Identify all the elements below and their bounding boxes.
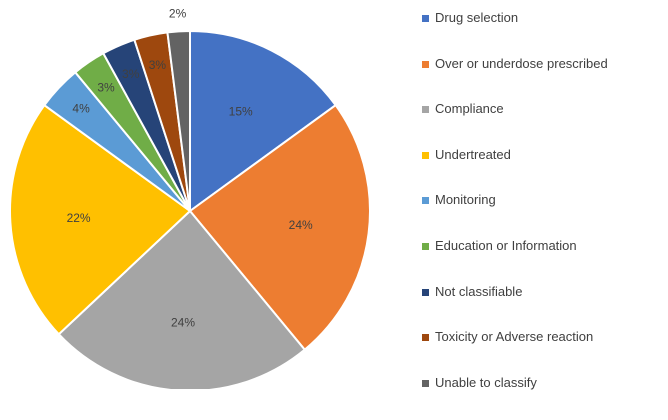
pie-slice-unable-to-classify xyxy=(166,29,191,212)
slice-label-drug-selection: 15% xyxy=(229,105,253,119)
pie-slice-drug-selection xyxy=(189,29,338,213)
legend-label: Compliance xyxy=(435,101,504,117)
legend-label: Drug selection xyxy=(435,10,519,25)
legend-item-over-or-underdose-prescribed: Over or underdose prescribed xyxy=(422,56,668,102)
legend-item-education-or-information: Education or Information xyxy=(422,238,668,284)
legend-swatch xyxy=(422,60,429,68)
legend-swatch xyxy=(422,288,429,296)
legend-item-monitoring: Monitoring xyxy=(422,192,668,238)
slice-labels: 15% 24% 24% 22% 4% 3% 3% 3% 2% xyxy=(67,6,313,329)
chart-legend: Drug selection Over or underdose prescrib… xyxy=(422,10,668,420)
legend-item-undertreated: Undertreated xyxy=(422,147,668,193)
legend-swatch xyxy=(422,197,429,205)
legend-label: Unable to classify xyxy=(435,374,537,390)
slice-label-undertreated: 22% xyxy=(67,211,91,225)
legend-item-toxicity-or-adverse-reaction: Toxicity or Adverse reaction xyxy=(422,329,668,375)
legend-label: Over or underdose prescribed xyxy=(435,55,608,71)
legend-swatch xyxy=(422,15,429,22)
legend-swatch xyxy=(422,242,429,250)
legend-swatch xyxy=(422,106,429,114)
slice-label-over-or-underdose-prescribed: 24% xyxy=(289,218,313,232)
slice-label-unable-to-classify: 2% xyxy=(169,6,187,20)
legend-item-not-classifiable: Not classifiable xyxy=(422,284,668,330)
legend-item-drug-selection: Drug selection xyxy=(422,10,668,56)
slice-label-toxicity-or-adverse-reaction: 3% xyxy=(149,58,167,72)
legend-swatch xyxy=(422,379,429,387)
pie-slice-compliance xyxy=(57,209,307,389)
pie-chart: 15% 24% 24% 22% 4% 3% 3% 3% 2% xyxy=(9,6,371,389)
slice-label-education-or-information: 3% xyxy=(97,80,115,94)
slice-label-monitoring: 4% xyxy=(72,102,90,116)
legend-label: Monitoring xyxy=(435,192,496,208)
slice-label-not-classifiable: 3% xyxy=(122,67,140,81)
legend-swatch xyxy=(422,334,429,342)
legend-item-unable-to-classify: Unable to classify xyxy=(422,375,668,420)
legend-item-compliance: Compliance xyxy=(422,101,668,147)
legend-label: Not classifiable xyxy=(435,283,523,299)
legend-label: Education or Information xyxy=(435,237,577,253)
pie-slice-undertreated xyxy=(9,103,192,336)
pie-slice-over-or-underdose-prescribed xyxy=(188,103,371,352)
legend-label: Toxicity or Adverse reaction xyxy=(435,329,594,345)
pie-slices xyxy=(9,29,371,389)
legend-label: Undertreated xyxy=(435,146,511,162)
slice-label-compliance: 24% xyxy=(171,315,195,329)
legend-swatch xyxy=(422,151,429,159)
